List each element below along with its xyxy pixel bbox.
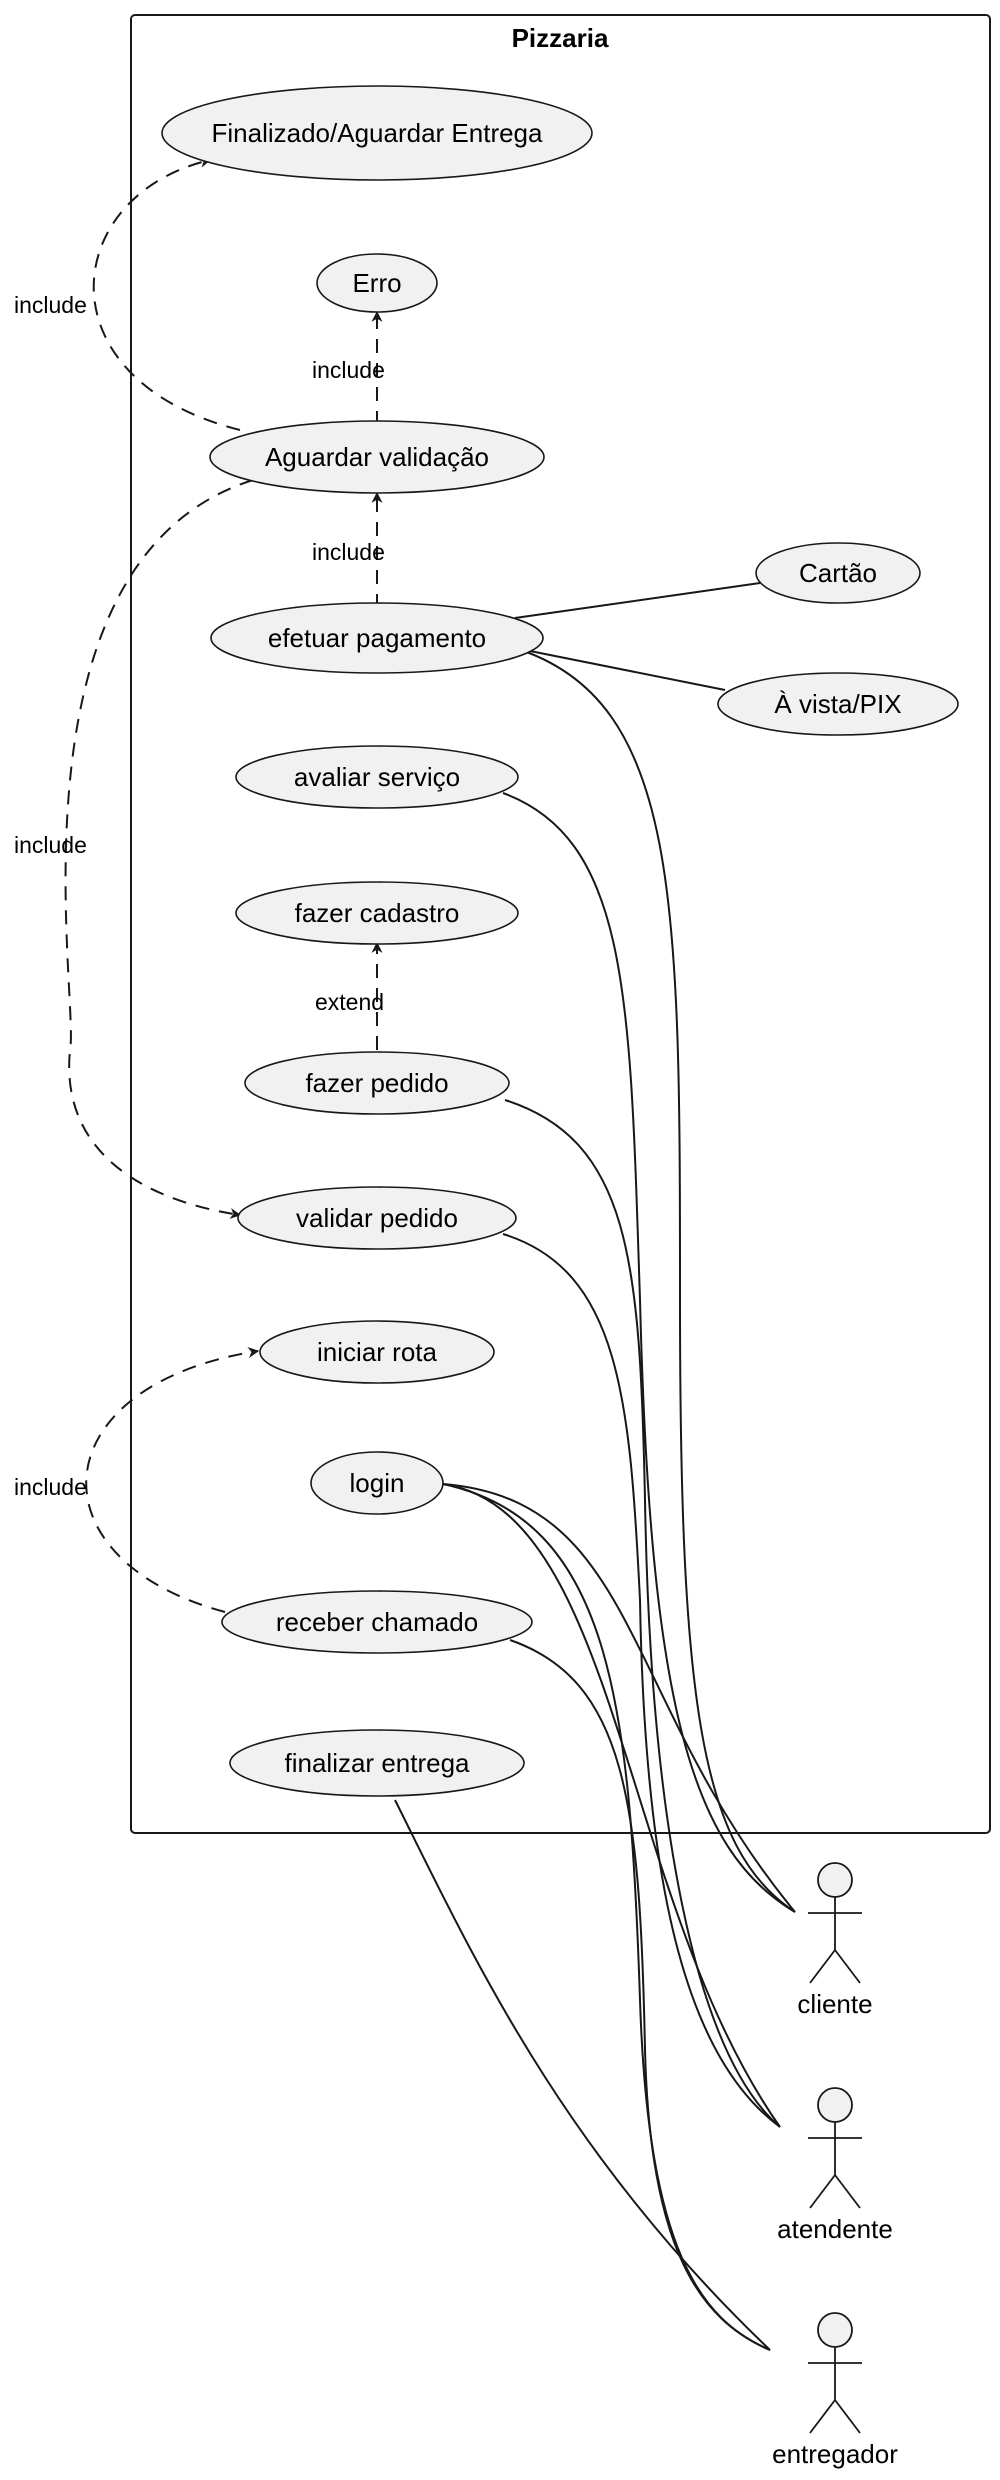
assoc-pagamento-cliente (514, 647, 796, 1913)
associations (394, 582, 796, 2351)
use-case-aguardar[interactable]: Aguardar validação (209, 420, 545, 494)
assoc-pagamento-avista (514, 647, 726, 691)
assoc-avaliar-cliente (502, 792, 796, 1913)
assoc-login-cliente (442, 1483, 796, 1913)
use-case-avista[interactable]: À vista/PIX (717, 672, 959, 736)
actor-entregador[interactable]: entregador (772, 2312, 898, 2469)
use-case-cartao[interactable]: Cartão (755, 542, 921, 604)
dep-aguardar-finalizado (92, 156, 241, 431)
assoc-finalizar-entregador (394, 1799, 771, 2351)
use-case-avista-label: À vista/PIX (774, 689, 901, 719)
use-case-validar-label: validar pedido (296, 1203, 458, 1233)
use-case-finalizar-label: finalizar entrega (285, 1748, 471, 1778)
use-case-finalizado[interactable]: Finalizado/Aguardar Entrega (161, 85, 593, 181)
assoc-pedido-atendente (504, 1099, 781, 2128)
dep-aguardar-validar (64, 479, 254, 1219)
label-include-validar: include (14, 832, 87, 858)
assoc-validar-atendente (502, 1233, 781, 2128)
assoc-login-atendente (442, 1483, 781, 2128)
actor-cliente-label: cliente (797, 1989, 872, 2019)
use-case-pagamento-label: efetuar pagamento (268, 623, 486, 653)
label-include-erro: include (312, 357, 385, 383)
label-include-finalizado: include (14, 292, 87, 318)
use-case-aguardar-label: Aguardar validação (265, 442, 489, 472)
use-case-validar[interactable]: validar pedido (237, 1186, 517, 1250)
use-case-cadastro-label: fazer cadastro (295, 898, 460, 928)
label-extend-cadastro: extend (315, 989, 384, 1015)
use-case-finalizado-label: Finalizado/Aguardar Entrega (212, 118, 544, 148)
use-case-pedido[interactable]: fazer pedido (244, 1051, 510, 1115)
system-boundary (130, 14, 991, 1834)
label-include-rota: include (14, 1474, 87, 1500)
use-case-login[interactable]: login (310, 1451, 444, 1515)
use-case-cartao-label: Cartão (799, 558, 877, 588)
use-case-rota[interactable]: iniciar rota (259, 1320, 495, 1384)
use-case-pedido-label: fazer pedido (305, 1068, 448, 1098)
use-case-avaliar-label: avaliar serviço (294, 762, 460, 792)
system-title: Pizzaria (512, 23, 609, 53)
actor-cliente[interactable]: cliente (797, 1862, 873, 2019)
actor-atendente[interactable]: atendente (777, 2087, 893, 2244)
actor-entregador-label: entregador (772, 2439, 898, 2469)
dependencies (64, 156, 383, 1613)
use-case-cadastro[interactable]: fazer cadastro (235, 881, 519, 945)
use-case-chamado-label: receber chamado (276, 1607, 478, 1637)
use-case-avaliar[interactable]: avaliar serviço (235, 745, 519, 809)
use-case-chamado[interactable]: receber chamado (221, 1590, 533, 1654)
use-case-finalizar[interactable]: finalizar entrega (229, 1729, 525, 1797)
label-include-aguardar: include (312, 539, 385, 565)
relation-labels: include include include include extend i… (14, 292, 385, 1500)
actor-atendente-label: atendente (777, 2214, 893, 2244)
use-case-pagamento[interactable]: efetuar pagamento (210, 602, 544, 674)
use-case-rota-label: iniciar rota (317, 1337, 437, 1367)
assoc-chamado-entregador (509, 1639, 771, 2351)
dep-chamado-rota (85, 1347, 260, 1613)
use-case-erro[interactable]: Erro (316, 253, 438, 313)
assoc-pagamento-cartao (514, 582, 761, 619)
use-case-erro-label: Erro (352, 268, 401, 298)
use-case-login-label: login (350, 1468, 405, 1498)
